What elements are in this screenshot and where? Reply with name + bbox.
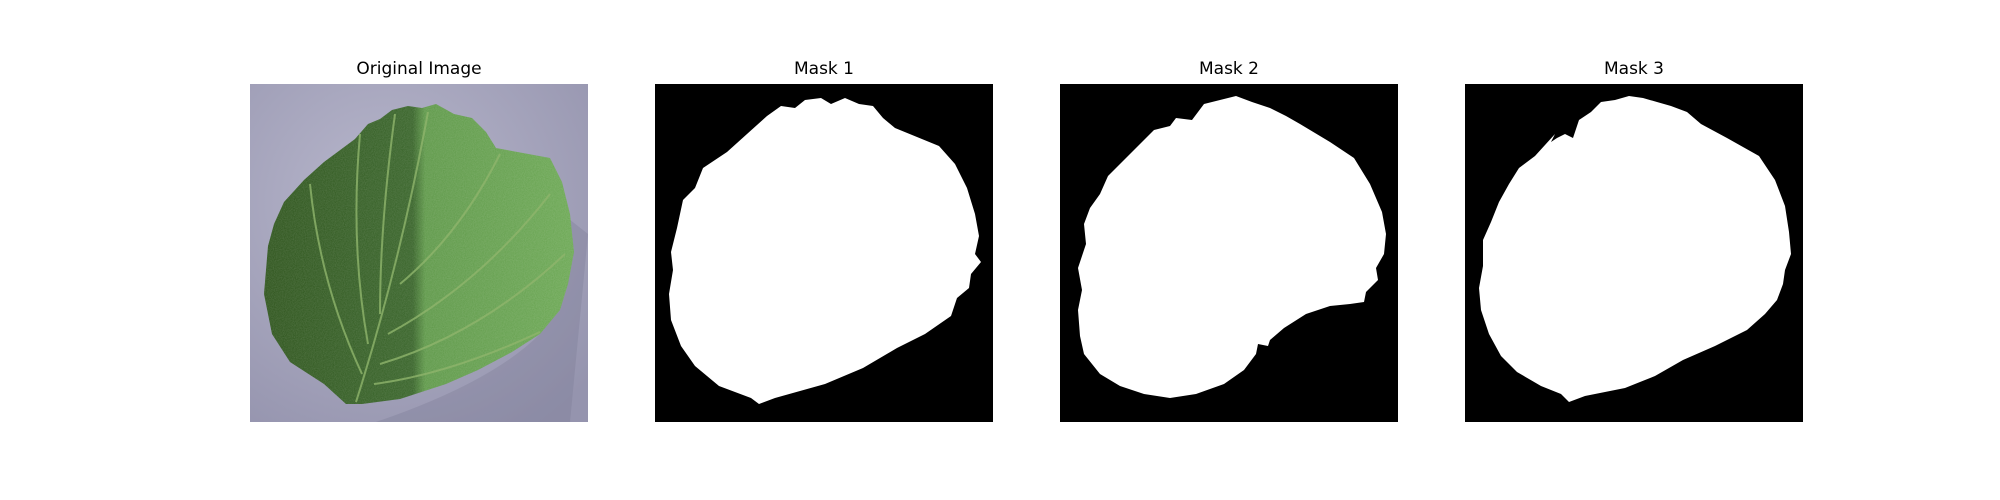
- mask-3-region: [1479, 96, 1791, 402]
- panel-title-mask-3: Mask 3: [1603, 59, 1664, 79]
- mask-1-image: [655, 84, 993, 422]
- original-image: [250, 84, 588, 422]
- panel-title-mask-1: Mask 1: [793, 59, 854, 79]
- mask-3-image: [1465, 84, 1803, 422]
- panel-title-mask-2: Mask 2: [1198, 59, 1259, 79]
- panel-title-original: Original Image: [356, 59, 482, 79]
- mask-3: [1465, 84, 1803, 422]
- mask-2-image: [1060, 84, 1398, 422]
- mask-2: [1060, 84, 1398, 422]
- mask-1-region: [669, 98, 981, 404]
- mask-2-region: [1078, 96, 1386, 398]
- mask-1: [655, 84, 993, 422]
- leaf-photo: [250, 84, 588, 422]
